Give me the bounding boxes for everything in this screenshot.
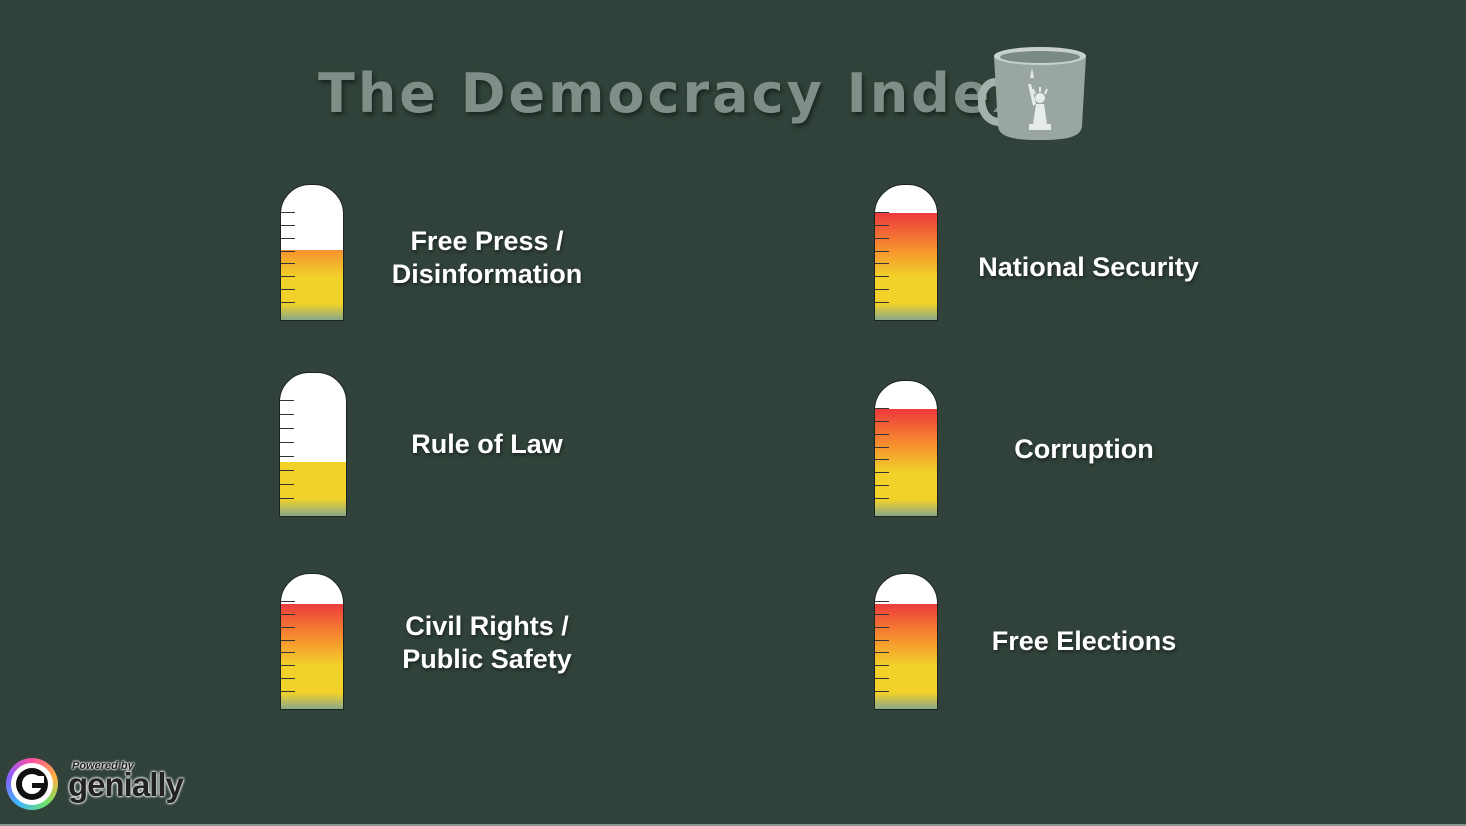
genially-logo-icon <box>6 758 58 810</box>
gauge-tick <box>875 302 889 303</box>
civil-rights-gauge <box>280 573 344 710</box>
gauge-tick <box>281 665 295 667</box>
gauge-tick <box>875 420 889 422</box>
gauge-tick <box>875 433 889 435</box>
powered-by-text: Powered by <box>72 760 134 772</box>
gauge-ticks <box>875 574 937 709</box>
gauge-tick <box>280 484 294 485</box>
gauge-tick <box>281 289 295 291</box>
gauge-tick <box>281 613 295 615</box>
gauge-tick <box>875 485 889 487</box>
gauge-tick <box>875 446 889 448</box>
gauge-tick <box>875 224 889 226</box>
gauge-ticks <box>281 574 343 709</box>
gauge-tick <box>280 400 294 401</box>
gauge-tick <box>281 237 295 239</box>
gauge-tick <box>875 652 889 654</box>
corruption-label: Corruption <box>1014 434 1154 464</box>
coffee-mug-statue-of-liberty-icon <box>978 47 1086 140</box>
gauge-tick <box>875 601 889 602</box>
national-security-gauge <box>874 184 938 321</box>
page-title: The Democracy Index <box>318 62 1031 125</box>
gauge-tick <box>875 691 889 692</box>
gauge-tick <box>875 459 889 461</box>
free-elections-label: Free Elections <box>991 626 1177 656</box>
gauge-tick <box>281 302 295 303</box>
gauge-tick <box>281 626 295 628</box>
civil-rights-label: Civil Rights / Public Safety <box>402 611 572 674</box>
gauge-tick <box>280 414 294 415</box>
gauge-tick <box>875 263 889 265</box>
national-security-label: National Security <box>978 252 1199 282</box>
gauge-tick <box>875 212 889 213</box>
gauge-ticks <box>280 373 346 516</box>
gauge-tick <box>875 678 889 680</box>
gauge-tick <box>281 601 295 602</box>
gauge-tick <box>875 665 889 667</box>
gauge-tick <box>281 250 295 252</box>
free-press-label: Free Press / Disinformation <box>391 226 583 289</box>
gauge-tick <box>280 428 294 429</box>
free-elections-gauge <box>874 573 938 710</box>
gauge-tick <box>280 442 294 443</box>
gauge-tick <box>281 224 295 226</box>
gauge-tick <box>281 639 295 641</box>
gauge-tick <box>280 470 294 471</box>
gauge-tick <box>281 212 295 213</box>
gauge-tick <box>281 276 295 278</box>
free-press-gauge <box>280 184 344 321</box>
corruption-gauge <box>874 380 938 517</box>
gauge-tick <box>875 250 889 252</box>
gauge-tick <box>875 408 889 409</box>
gauge-tick <box>875 289 889 291</box>
gauge-ticks <box>875 381 937 516</box>
genially-badge[interactable]: Powered by genially <box>6 758 186 816</box>
gauge-tick <box>281 691 295 692</box>
rule-of-law-label: Rule of Law <box>411 429 563 459</box>
gauge-fill <box>281 249 343 320</box>
gauge-tick <box>875 639 889 641</box>
gauge-tick <box>280 456 294 457</box>
gauge-tick <box>281 263 295 265</box>
rule-of-law-gauge <box>279 372 347 517</box>
gauge-tick <box>875 276 889 278</box>
brand-name: genially <box>68 766 184 803</box>
gauge-tick <box>875 237 889 239</box>
gauge-ticks <box>875 185 937 320</box>
gauge-tick <box>875 472 889 474</box>
gauge-tick <box>281 652 295 654</box>
gauge-tick <box>875 498 889 499</box>
bottom-divider <box>0 824 1466 826</box>
gauge-ticks <box>281 185 343 320</box>
gauge-tick <box>875 613 889 615</box>
gauge-tick <box>875 626 889 628</box>
gauge-tick <box>281 678 295 680</box>
gauge-tick <box>280 498 294 499</box>
